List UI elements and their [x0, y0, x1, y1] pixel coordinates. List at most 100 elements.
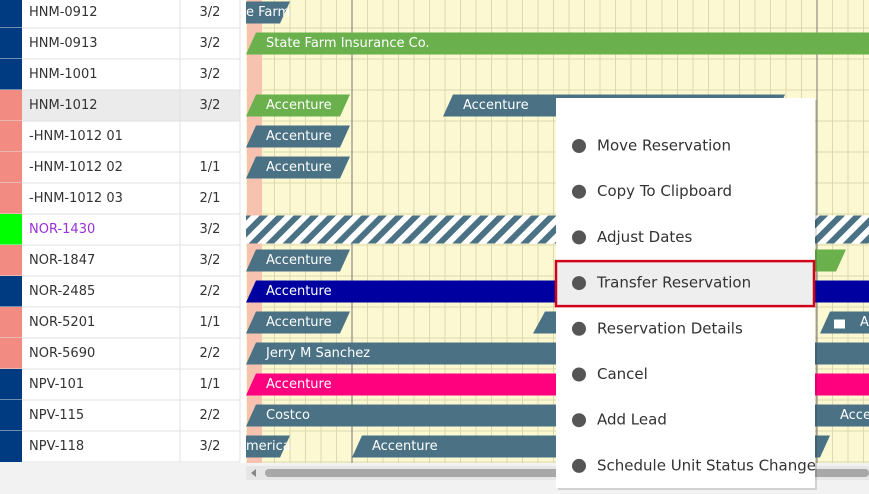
bar-label: Jerry M Sanchez [265, 346, 370, 361]
unit-name: NPV-118 [29, 439, 84, 454]
unit-name: NOR-5201 [29, 315, 95, 330]
status-strip [0, 400, 22, 431]
status-strip [0, 245, 22, 276]
reservation-bar[interactable] [246, 94, 350, 117]
unit-name: NOR-2485 [29, 284, 95, 299]
unit-name: NOR-1430 [29, 222, 95, 237]
unit-name: NOR-1847 [29, 253, 95, 268]
reservation-bar[interactable] [246, 311, 350, 334]
unit-name: HNM-0913 [29, 36, 98, 51]
bar-label: e Farm [246, 5, 290, 20]
unit-name: NPV-115 [29, 408, 84, 423]
status-strip [0, 307, 22, 338]
menu-item[interactable]: Move Reservation [597, 137, 731, 155]
bar-label: Accenture [266, 129, 332, 144]
status-strip [0, 121, 22, 152]
scroll-left[interactable] [251, 469, 256, 477]
status-strip [0, 214, 22, 245]
status-strip [0, 59, 22, 90]
bed-bath: 2/1 [200, 191, 221, 206]
reservation-bar[interactable] [200, 1, 290, 24]
unit-name: HNM-0912 [29, 5, 98, 20]
bar-label: Accenture [266, 315, 332, 330]
menu-item[interactable]: Copy To Clipboard [597, 182, 732, 200]
menu-icon [572, 413, 586, 428]
row-bg [0, 182, 241, 215]
bar-label: Accenture [266, 284, 332, 299]
bar-label: Accenture [463, 98, 529, 113]
status-strip [0, 152, 22, 183]
menu-icon [572, 276, 586, 291]
row-bg [0, 27, 241, 60]
bed-bath: 3/2 [200, 5, 221, 20]
menu-item[interactable]: Transfer Reservation [596, 274, 751, 292]
bed-bath: 3/2 [200, 253, 221, 268]
status-strip [0, 0, 22, 28]
unit-name: HNM-1012 [29, 98, 98, 113]
bed-bath: 3/2 [200, 222, 221, 237]
reservation-bar[interactable] [246, 32, 869, 55]
menu-icon [572, 139, 586, 153]
bed-bath: 3/2 [200, 439, 221, 454]
bar-label: A [860, 315, 869, 330]
menu-icon [572, 367, 586, 382]
bar [815, 249, 846, 272]
bed-bath: 1/1 [200, 377, 221, 392]
reservation-bar[interactable] [820, 404, 869, 427]
bar-label: Accen [840, 408, 869, 423]
menu-icon [572, 458, 586, 473]
reservation-bar[interactable] [246, 156, 350, 179]
bar-label: Accenture [266, 377, 332, 392]
row-bg [0, 58, 241, 91]
reservation-bar[interactable] [246, 125, 350, 148]
bar-label: State Farm Insurance Co. [266, 36, 430, 51]
unit-name: NOR-5690 [29, 346, 95, 361]
unit-name: -HNM-1012 01 [29, 129, 123, 144]
bed-bath: 2/2 [200, 284, 221, 299]
row-bg [0, 244, 241, 277]
menu-item[interactable]: Add Lead [597, 411, 667, 429]
status-strip [0, 338, 22, 369]
menu-icon [572, 184, 586, 199]
menu-icon [572, 321, 586, 336]
bar-label: Accenture [266, 253, 332, 268]
context-menu: Move Reservation Copy To Clipboard Adjust … [554, 98, 817, 490]
row-bg [0, 337, 241, 370]
menu-highlight [554, 259, 816, 308]
bar-label: Accenture [372, 439, 438, 454]
row-bg [0, 399, 241, 432]
menu-icon [572, 230, 586, 245]
bed-bath: 1/1 [200, 160, 221, 175]
menu-item[interactable]: Cancel [597, 365, 648, 383]
bed-bath: 3/2 [200, 98, 221, 113]
unit-name: -HNM-1012 02 [29, 160, 123, 175]
row-bg [0, 368, 241, 401]
bar-label: merica [246, 439, 291, 454]
status-strip [0, 276, 22, 307]
bed-bath: 2/2 [200, 408, 221, 423]
menu-item[interactable]: Adjust Dates [597, 228, 693, 246]
row-bg [0, 430, 241, 463]
reservation-bar[interactable] [246, 249, 350, 272]
reservation-bar[interactable] [200, 435, 290, 458]
status-strip [0, 90, 22, 121]
status-strip [0, 28, 22, 59]
bed-bath: 3/2 [200, 36, 221, 51]
unit-name: NPV-101 [29, 377, 84, 392]
menu-item[interactable]: Reservation Details [597, 319, 743, 337]
bar-label: Accenture [266, 98, 332, 113]
row-bg [0, 306, 241, 339]
status-strip [0, 183, 22, 214]
bed-bath: 1/1 [200, 315, 221, 330]
status-strip [0, 369, 22, 400]
bar-label: Costco [266, 408, 310, 423]
unit-name: -HNM-1012 03 [29, 191, 123, 206]
lock-icon [834, 319, 845, 329]
menu-item[interactable]: Schedule Unit Status Change [597, 456, 816, 474]
status-strip [0, 431, 22, 462]
unit-name: HNM-1001 [29, 67, 98, 82]
bar-label: Accenture [266, 160, 332, 175]
bed-bath: 3/2 [200, 67, 221, 82]
bed-bath: 2/2 [200, 346, 221, 361]
